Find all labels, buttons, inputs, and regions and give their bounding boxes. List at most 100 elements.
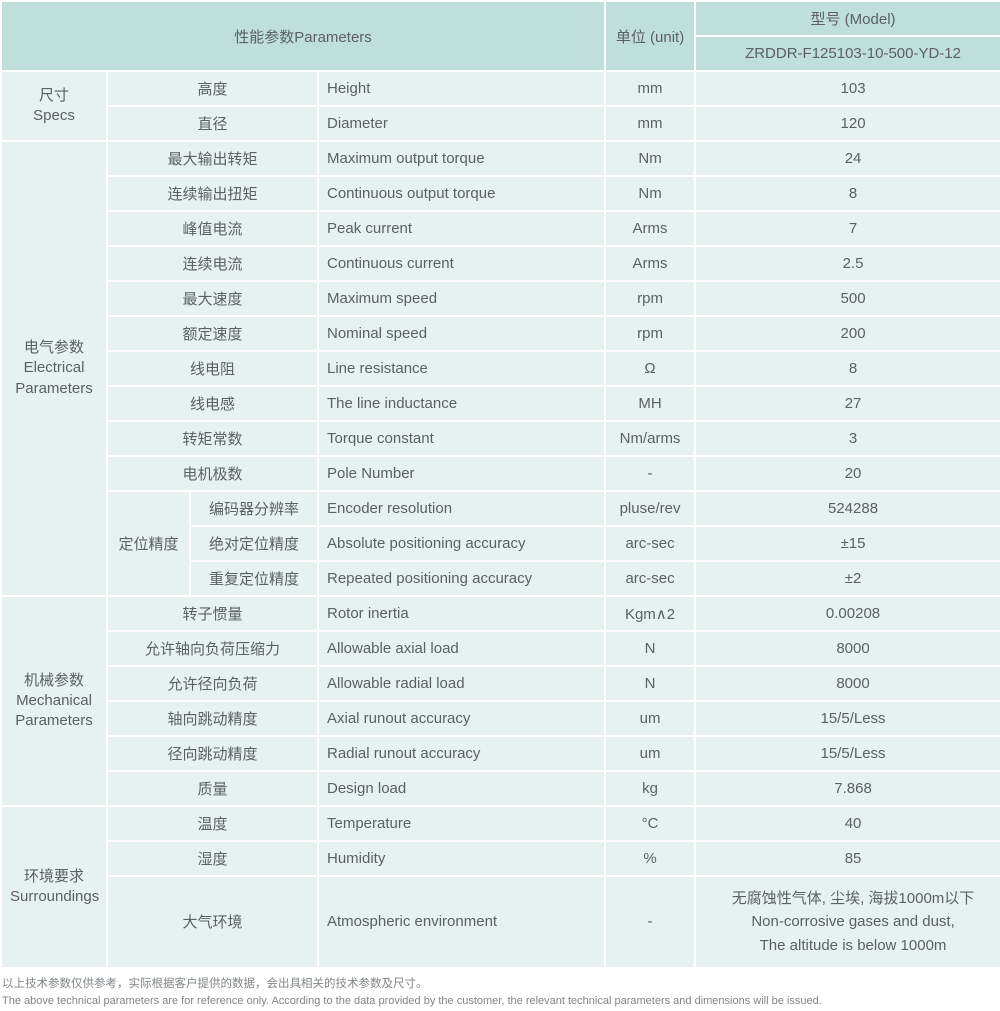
row-value: 500 — [696, 282, 1000, 315]
table-row-encoder-resolution: 定位精度 编码器分辨率 Encoder resolution pluse/rev… — [2, 492, 1000, 595]
row-name-cn: 峰值电流 — [108, 212, 317, 245]
group-label-electrical: 电气参数 Electrical Parameters — [2, 142, 106, 595]
row-name-cn: 直径 — [108, 107, 317, 140]
row-unit: Nm — [606, 177, 695, 210]
table-row-absolute-accuracy: 绝对定位精度 Absolute positioning accuracy arc… — [2, 527, 1000, 560]
table-row-peak-current: 峰值电流 Peak current Arms 7 — [2, 212, 1000, 245]
row-name-cn: 允许径向负荷 — [108, 667, 317, 700]
specifications-table: 性能参数Parameters 单位 (unit) 型号 (Model) ZRDD… — [0, 0, 1000, 969]
row-unit: kg — [606, 772, 695, 805]
row-unit: arc-sec — [606, 527, 695, 560]
row-name-cn: 转子惯量 — [108, 597, 317, 630]
row-name-en: Humidity — [319, 842, 605, 875]
table-row-cont-torque: 连续输出扭矩 Continuous output torque Nm 8 — [2, 177, 1000, 210]
row-unit: - — [606, 457, 695, 490]
row-value: 15/5/Less — [696, 737, 1000, 770]
group-label-mechanical-cn: 机械参数 — [23, 671, 84, 689]
row-name-en: Radial runout accuracy — [319, 737, 605, 770]
row-unit: Arms — [606, 212, 695, 245]
row-name-en: Height — [319, 72, 605, 105]
row-value: 8000 — [696, 667, 1000, 700]
table-row-max-torque: 电气参数 Electrical Parameters 最大输出转矩 Maximu… — [2, 142, 1000, 595]
row-unit: % — [606, 842, 695, 875]
table-row-line-inductance: 线电感 The line inductance MH 27 — [2, 387, 1000, 420]
row-unit: rpm — [606, 317, 695, 350]
row-name-cn: 高度 — [108, 72, 317, 105]
row-name-cn: 湿度 — [108, 842, 317, 875]
row-name-cn: 大气环境 — [108, 877, 317, 967]
row-value: 8000 — [696, 632, 1000, 665]
row-unit: Arms — [606, 247, 695, 280]
row-unit: um — [606, 702, 695, 735]
table-row-humidity: 湿度 Humidity % 85 — [2, 842, 1000, 875]
row-name-cn: 绝对定位精度 — [191, 527, 317, 560]
row-unit: arc-sec — [606, 562, 695, 595]
row-unit: Ω — [606, 352, 695, 385]
table-row-repeated-accuracy: 重复定位精度 Repeated positioning accuracy arc… — [2, 562, 1000, 595]
group-label-surroundings-en: Surroundings — [10, 887, 100, 905]
row-value: ±2 — [696, 562, 1000, 595]
row-name-en: Line resistance — [319, 352, 605, 385]
table-row-torque-constant: 转矩常数 Torque constant Nm/arms 3 — [2, 422, 1000, 455]
row-name-en: The line inductance — [319, 387, 605, 420]
row-name-cn: 径向跳动精度 — [108, 737, 317, 770]
row-name-en: Atmospheric environment — [319, 877, 605, 967]
row-value: 7.868 — [696, 772, 1000, 805]
footnote-en: The above technical parameters are for r… — [2, 995, 822, 1008]
group-label-electrical-cn: 电气参数 — [23, 339, 84, 357]
row-value: 85 — [696, 842, 1000, 875]
table-header-row-2: ZRDDR-F125103-10-500-YD-12 — [2, 37, 1000, 70]
row-unit: mm — [606, 72, 695, 105]
row-name-en: Axial runout accuracy — [319, 702, 605, 735]
row-name-en: Temperature — [319, 807, 605, 840]
table-row-radial-runout: 径向跳动精度 Radial runout accuracy um 15/5/Le… — [2, 737, 1000, 770]
row-name-en: Allowable radial load — [319, 667, 605, 700]
row-name-cn: 温度 — [108, 807, 317, 840]
row-value: 103 — [696, 72, 1000, 105]
header-model-title: 型号 (Model) — [696, 2, 1000, 35]
row-value: ±15 — [696, 527, 1000, 560]
atmosphere-value-line-1: 无腐蚀性气体, 尘埃, 海拔1000m以下 — [731, 890, 975, 907]
group-label-mechanical-en2: Parameters — [15, 712, 93, 730]
row-unit: N — [606, 632, 695, 665]
row-name-en: Allowable axial load — [319, 632, 605, 665]
table-row-nominal-speed: 额定速度 Nominal speed rpm 200 — [2, 317, 1000, 350]
row-name-cn: 轴向跳动精度 — [108, 702, 317, 735]
table-row-max-speed: 最大速度 Maximum speed rpm 500 — [2, 282, 1000, 315]
table-row-height: 尺寸 Specs 高度 Height mm 103 — [2, 72, 1000, 140]
row-name-en: Torque constant — [319, 422, 605, 455]
row-unit: pluse/rev — [606, 492, 695, 525]
row-name-en: Nominal speed — [319, 317, 605, 350]
row-unit: MH — [606, 387, 695, 420]
group-label-specs-cn: 尺寸 — [38, 86, 69, 104]
row-name-cn: 质量 — [108, 772, 317, 805]
row-value: 2.5 — [696, 247, 1000, 280]
table-row-atmosphere: 大气环境 Atmospheric environment - 无腐蚀性气体, 尘… — [2, 877, 1000, 967]
row-name-en: Continuous output torque — [319, 177, 605, 210]
header-unit: 单位 (unit) — [606, 2, 695, 70]
group-label-specs-en: Specs — [33, 107, 75, 124]
row-value: 15/5/Less — [696, 702, 1000, 735]
row-name-cn: 重复定位精度 — [191, 562, 317, 595]
row-unit: Nm — [606, 142, 695, 175]
row-name-cn: 最大输出转矩 — [108, 142, 317, 175]
table-row-pole-number: 电机极数 Pole Number - 20 — [2, 457, 1000, 490]
row-name-en: Absolute positioning accuracy — [319, 527, 605, 560]
table-row-axial-load: 允许轴向负荷压缩力 Allowable axial load N 8000 — [2, 632, 1000, 665]
row-name-en: Repeated positioning accuracy — [319, 562, 605, 595]
group-label-mechanical: 机械参数 Mechanical Parameters — [2, 597, 106, 805]
table-row-line-resistance: 线电阻 Line resistance Ω 8 — [2, 352, 1000, 385]
row-unit: °C — [606, 807, 695, 840]
row-value: 0.00208 — [696, 597, 1000, 630]
row-name-en: Rotor inertia — [319, 597, 605, 630]
group-label-electrical-en2: Parameters — [15, 379, 93, 397]
row-unit: Nm/arms — [606, 422, 695, 455]
row-unit: N — [606, 667, 695, 700]
group-label-surroundings-cn: 环境要求 — [23, 867, 84, 885]
row-value: 200 — [696, 317, 1000, 350]
table-row-radial-load: 允许径向负荷 Allowable radial load N 8000 — [2, 667, 1000, 700]
row-unit: Kgm∧2 — [606, 597, 695, 630]
row-name-cn: 最大速度 — [108, 282, 317, 315]
row-value: 8 — [696, 352, 1000, 385]
